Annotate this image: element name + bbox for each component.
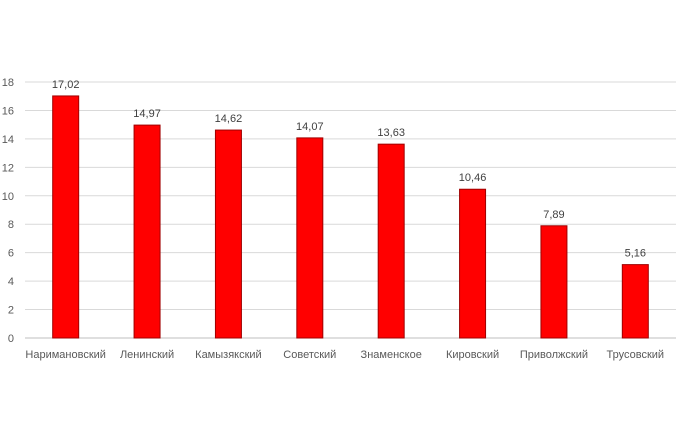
category-labels: Наримановский Ленинский Камызякский Советск… <box>25 349 664 361</box>
bar <box>296 137 324 339</box>
category-label: Кировский <box>446 349 499 361</box>
y-tick-label: 0 <box>8 333 14 345</box>
y-tick-label: 4 <box>8 276 14 288</box>
bars <box>52 95 649 339</box>
bar <box>133 124 161 339</box>
category-label: Советский <box>283 349 336 361</box>
bar <box>377 143 405 339</box>
category-label: Ленинский <box>120 349 174 361</box>
data-label: 14,07 <box>296 121 324 133</box>
y-tick-label: 18 <box>2 77 14 89</box>
data-label: 13,63 <box>377 127 405 139</box>
category-label: Знаменское <box>361 349 422 361</box>
category-label: Камызякский <box>195 349 262 361</box>
bar <box>540 225 568 339</box>
y-tick-label: 10 <box>2 191 14 203</box>
bar <box>52 95 80 339</box>
y-axis-tick-labels: 0 2 4 6 8 10 12 14 16 18 <box>2 77 14 345</box>
data-label: 14,62 <box>215 113 243 125</box>
category-label: Наримановский <box>25 349 106 361</box>
grid-lines <box>25 81 676 339</box>
y-tick-label: 16 <box>2 105 14 117</box>
y-tick-label: 14 <box>2 134 14 146</box>
y-tick-label: 2 <box>8 305 14 317</box>
data-label: 14,97 <box>133 108 161 120</box>
data-label: 7,89 <box>543 209 564 221</box>
data-label: 5,16 <box>625 248 646 260</box>
data-labels: 17,02 14,97 14,62 14,07 13,63 10,46 7,89 5,16 <box>52 79 646 260</box>
y-tick-label: 12 <box>2 162 14 174</box>
data-label: 10,46 <box>459 172 487 184</box>
data-label: 17,02 <box>52 79 80 91</box>
category-label: Трусовский <box>607 349 665 361</box>
bar <box>621 264 649 339</box>
bar <box>214 129 242 339</box>
category-label: Приволжский <box>520 349 588 361</box>
bar <box>459 188 487 339</box>
y-tick-label: 8 <box>8 219 14 231</box>
y-tick-label: 6 <box>8 248 14 260</box>
